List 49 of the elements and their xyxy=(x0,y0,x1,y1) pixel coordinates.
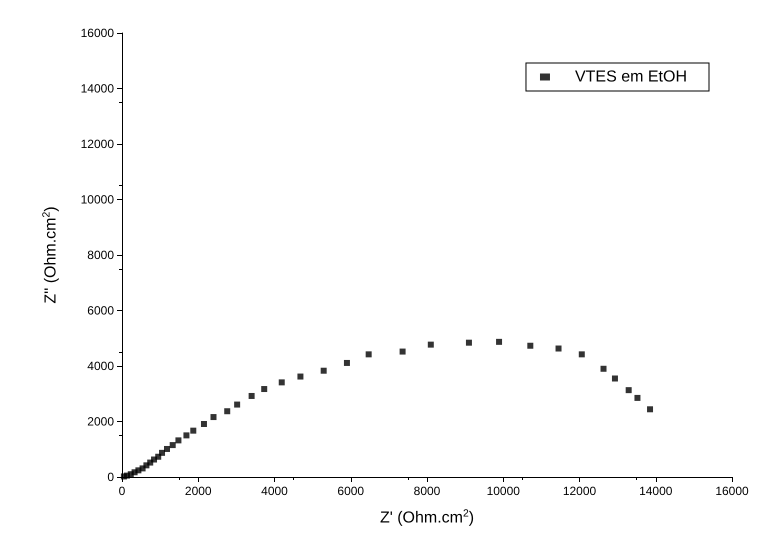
y-tick-label: 2000 xyxy=(87,414,114,428)
point xyxy=(183,432,190,438)
point xyxy=(527,342,534,349)
point xyxy=(297,374,304,380)
x-tick-label: 14000 xyxy=(639,484,673,498)
point xyxy=(612,375,618,382)
point xyxy=(320,368,327,374)
point xyxy=(344,360,350,366)
y-tick-label: 8000 xyxy=(87,248,114,262)
point xyxy=(634,394,640,401)
point xyxy=(261,386,268,392)
point xyxy=(626,387,632,394)
point xyxy=(175,437,182,444)
y-tick-label: 10000 xyxy=(80,192,114,206)
y-axis-title: Z'' (Ohm.cm2) xyxy=(42,206,60,304)
x-tick-label: 0 xyxy=(118,484,126,498)
x-tick-label: 16000 xyxy=(715,484,750,498)
point xyxy=(159,450,166,456)
point xyxy=(210,414,216,420)
point xyxy=(164,446,170,452)
y-tick-label: 0 xyxy=(107,470,114,484)
point xyxy=(366,351,372,358)
legend-label: VTES em EtOH xyxy=(574,68,688,86)
y-tick-label: 16000 xyxy=(80,26,114,40)
point xyxy=(200,420,207,427)
x-tick-label: 4000 xyxy=(261,484,288,498)
point xyxy=(428,342,434,348)
point xyxy=(556,346,562,352)
x-tick-label: 10000 xyxy=(486,484,520,498)
point xyxy=(466,340,472,346)
y-tick-label: 4000 xyxy=(87,359,114,373)
x-tick-label: 8000 xyxy=(414,484,441,498)
point xyxy=(248,392,255,399)
point xyxy=(400,348,406,355)
x-tick-label: 2000 xyxy=(184,484,212,498)
y-tick-label: 6000 xyxy=(87,304,114,318)
point xyxy=(278,379,285,386)
x-tick-label: 12000 xyxy=(562,484,597,498)
y-tick-label: 12000 xyxy=(80,137,114,151)
y-tick-label: 14000 xyxy=(80,82,114,96)
point xyxy=(224,408,230,414)
point xyxy=(496,338,502,345)
point xyxy=(600,366,607,372)
point xyxy=(578,351,585,358)
point xyxy=(190,428,196,434)
point xyxy=(647,406,654,412)
point xyxy=(234,402,240,408)
x-tick-label: 6000 xyxy=(337,484,364,498)
point xyxy=(170,442,176,448)
